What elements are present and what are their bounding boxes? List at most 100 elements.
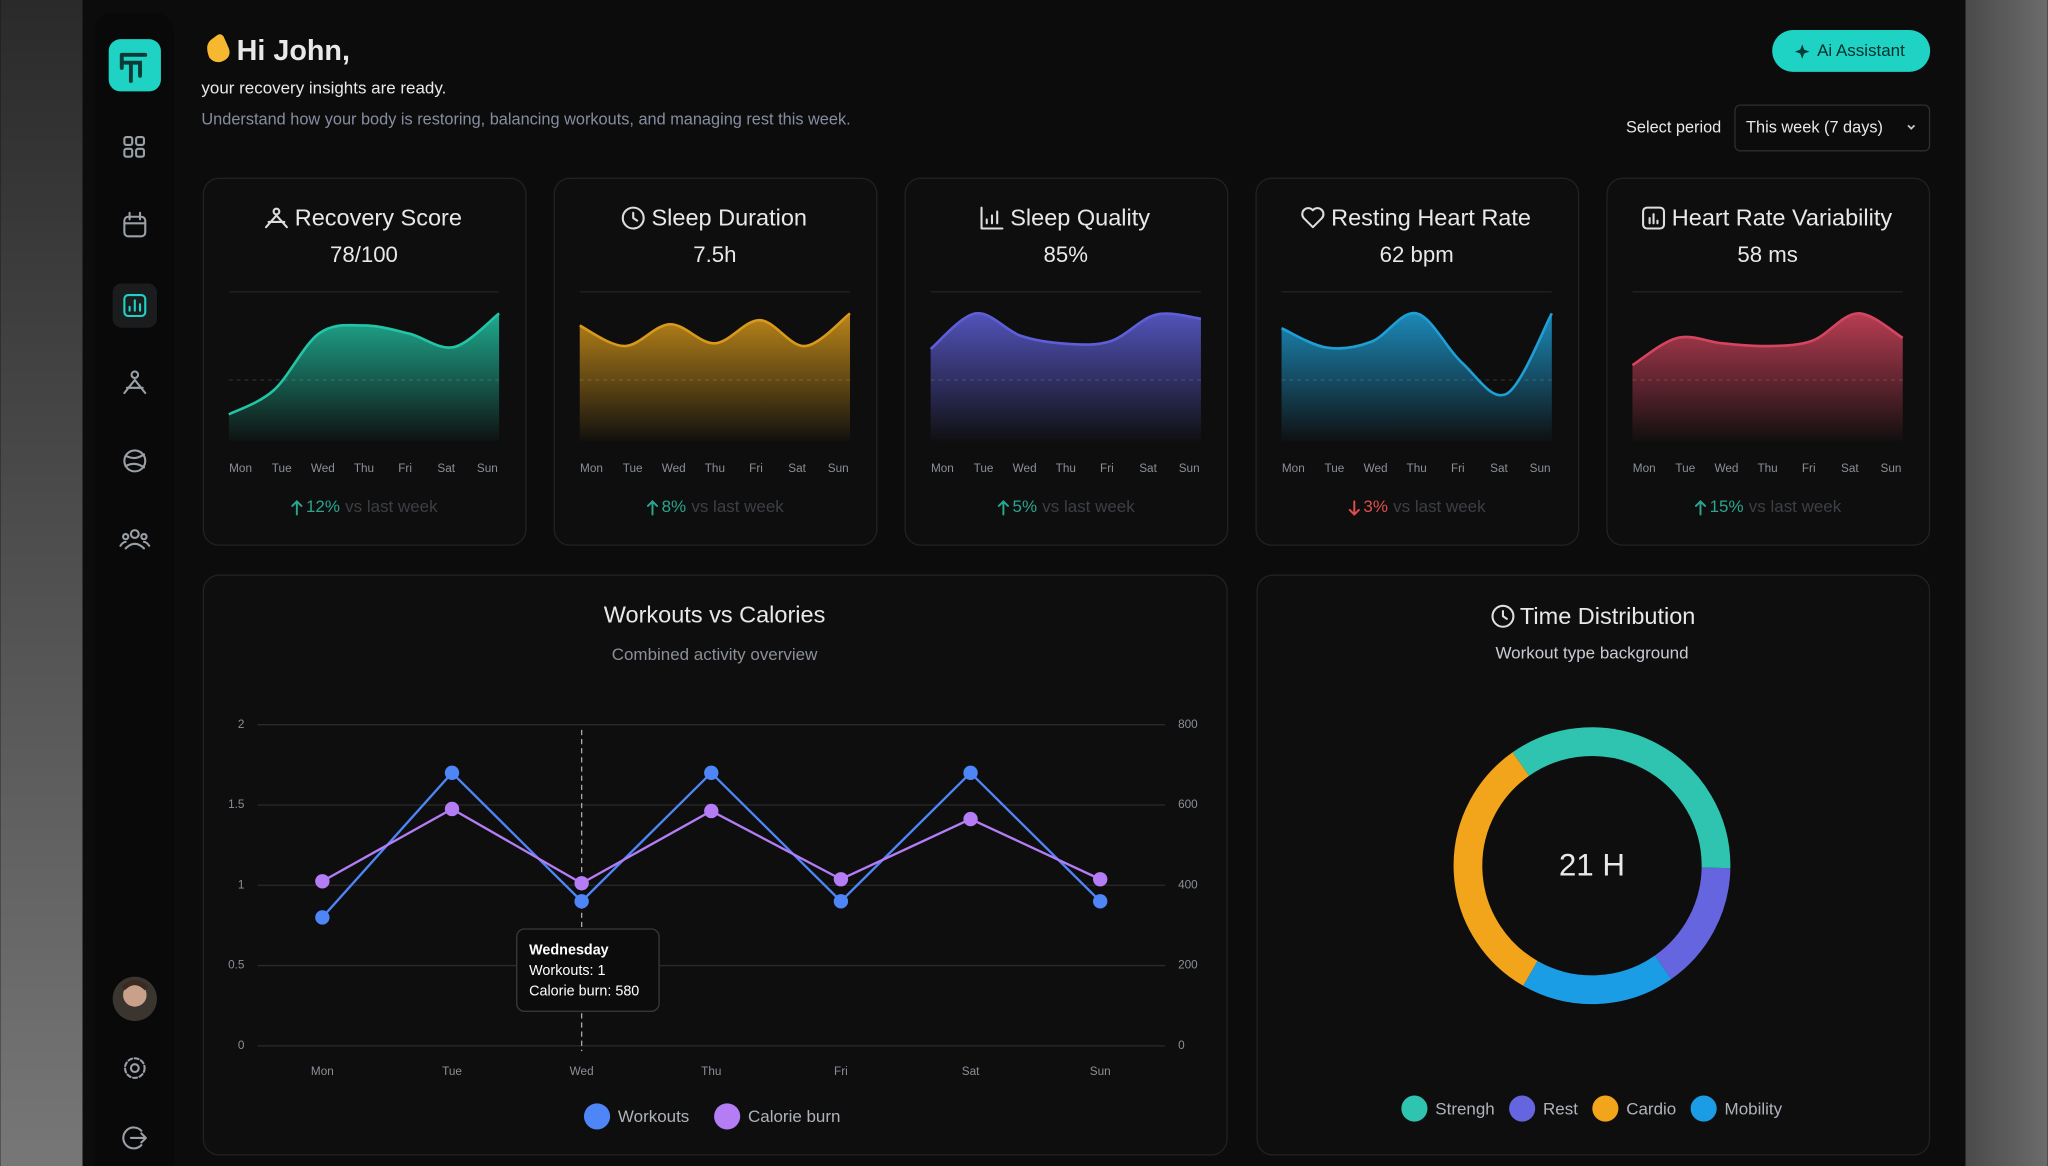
trend-arrow xyxy=(997,500,1009,516)
day-label: Thu xyxy=(354,462,374,475)
nav-wellness[interactable] xyxy=(123,370,147,395)
greeting: Hi John, xyxy=(237,35,350,67)
day-label: Wed xyxy=(311,462,335,475)
y2-tick-label: 800 xyxy=(1178,718,1198,731)
period-select[interactable] xyxy=(1734,104,1931,152)
data-point xyxy=(963,811,978,827)
nav-settings[interactable] xyxy=(123,1057,146,1079)
x-tick-label: Wed xyxy=(570,1065,594,1078)
donut-segment xyxy=(1523,955,1672,1005)
chart-title: Workouts vs Calories xyxy=(604,601,826,627)
y-tick-label: 0.5 xyxy=(228,959,245,972)
donut-segment xyxy=(1654,867,1731,980)
avatar-hair xyxy=(121,979,149,991)
day-label: Tue xyxy=(1675,462,1695,475)
card-title: Recovery Score xyxy=(295,205,462,231)
trend-value: 15% xyxy=(1710,497,1744,516)
day-label: Fri xyxy=(1451,462,1465,475)
day-label: Wed xyxy=(1013,462,1037,475)
card-icon xyxy=(264,207,288,229)
area-fill xyxy=(228,313,500,442)
y-tick-label: 0 xyxy=(238,1039,245,1052)
nav-analytics[interactable] xyxy=(123,294,147,318)
card-title: Sleep Quality xyxy=(1010,205,1150,231)
data-point xyxy=(315,874,330,889)
icon-part xyxy=(1501,610,1508,620)
area-fill xyxy=(1281,313,1552,442)
nav-community[interactable] xyxy=(119,529,151,550)
day-label: Tue xyxy=(623,462,643,475)
card-value: 7.5h xyxy=(693,242,736,267)
card-icon xyxy=(1642,206,1666,230)
trend-value: 8% xyxy=(662,497,687,516)
donut-segment xyxy=(1512,727,1731,869)
day-label: Mon xyxy=(580,462,603,475)
card-value: 85% xyxy=(1044,242,1088,267)
nav-calendar[interactable] xyxy=(123,211,147,238)
legend-swatch xyxy=(1401,1095,1428,1122)
logo[interactable] xyxy=(108,39,161,92)
legend-label: Strengh xyxy=(1435,1099,1494,1118)
day-label: Mon xyxy=(229,462,252,475)
area-line xyxy=(228,312,500,416)
y-tick-label: 1 xyxy=(238,878,245,891)
donut-center-label: 21 H xyxy=(1559,847,1625,882)
card-icon xyxy=(1301,207,1325,229)
legend-swatch xyxy=(714,1103,741,1130)
sparkle-icon xyxy=(1795,44,1810,59)
trend-arrow xyxy=(1694,500,1707,516)
card-value: 78/100 xyxy=(330,242,398,267)
trend: 5% vs last week xyxy=(1013,497,1136,516)
day-label: Tue xyxy=(272,462,292,475)
legend-swatch xyxy=(1592,1095,1619,1122)
trend: 3% vs last week xyxy=(1363,497,1486,516)
title-icon xyxy=(1491,604,1515,628)
day-label: Thu xyxy=(1757,462,1777,475)
subtitle: your recovery insights are ready. xyxy=(201,78,446,97)
day-label: Tue xyxy=(1325,462,1345,475)
x-tick-label: Tue xyxy=(442,1065,462,1078)
x-tick-label: Fri xyxy=(834,1065,848,1078)
card-icon xyxy=(980,206,1004,230)
tooltip-line: Workouts: 1 xyxy=(529,963,605,979)
logo-mark xyxy=(119,52,148,83)
backdrop xyxy=(0,0,83,1166)
day-label: Sun xyxy=(1179,462,1200,475)
day-label: Sat xyxy=(1841,462,1859,475)
data-point xyxy=(315,910,330,925)
trend-arrow xyxy=(291,500,303,516)
backdrop xyxy=(1965,0,2048,1166)
day-label: Mon xyxy=(931,462,954,475)
day-label: Fri xyxy=(1802,462,1816,475)
icon-part xyxy=(1642,206,1666,230)
nav-logout[interactable] xyxy=(122,1126,147,1150)
tooltip xyxy=(516,928,660,1012)
day-label: Fri xyxy=(1100,462,1114,475)
legend-label: Cardio xyxy=(1626,1099,1676,1118)
day-label: Wed xyxy=(1364,462,1388,475)
day-label: Mon xyxy=(1282,462,1305,475)
ai-assistant-label: Ai Assistant xyxy=(1817,41,1905,60)
area-line xyxy=(929,312,1202,351)
day-label: Wed xyxy=(662,462,686,475)
donut-segment xyxy=(1453,752,1538,986)
data-point xyxy=(704,765,719,781)
area-fill xyxy=(1632,313,1903,442)
nav-dashboard[interactable] xyxy=(123,136,145,158)
wave-emoji xyxy=(207,34,230,63)
workouts-card xyxy=(202,574,1228,1156)
icon-part xyxy=(632,211,639,222)
data-point xyxy=(574,894,589,909)
day-label: Fri xyxy=(398,462,412,475)
trend-comparison: vs last week xyxy=(1749,497,1842,516)
card-value: 58 ms xyxy=(1737,242,1797,267)
ai-assistant-button[interactable] xyxy=(1772,30,1931,72)
data-point xyxy=(833,872,849,887)
trend: 12% vs last week xyxy=(306,497,438,516)
icon-part xyxy=(272,207,281,216)
day-label: Sat xyxy=(1139,462,1157,475)
card-title: Sleep Duration xyxy=(652,205,807,231)
chevron xyxy=(1907,124,1916,130)
nav-sports[interactable] xyxy=(123,449,147,473)
